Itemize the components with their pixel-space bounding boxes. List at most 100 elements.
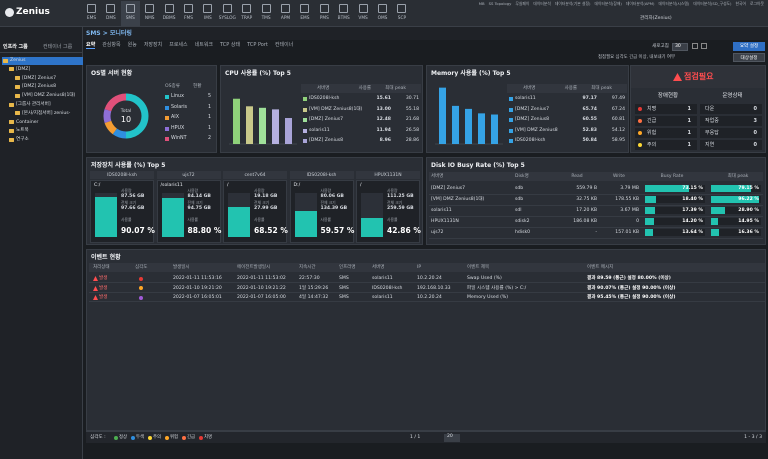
nav-item[interactable]: EMS [295, 1, 314, 26]
nav-item[interactable]: FMS [179, 1, 198, 26]
nav-item[interactable]: TMS [257, 1, 276, 26]
toolbar-button[interactable]: 요약 설정 [733, 42, 765, 51]
tree-label: [DMZ] Zenius7 [22, 75, 57, 81]
used-value: 19.18 GB [254, 194, 278, 199]
tree-item[interactable]: [DMZ] Zenius8 [14, 83, 83, 91]
folder-icon [9, 128, 14, 133]
tab[interactable]: 저장장치 [143, 42, 163, 48]
storage-server: IDS0208l-ksh [306, 172, 337, 178]
peak-value: 55.18 [405, 106, 419, 112]
storage-mount: / [227, 183, 229, 188]
nav-item[interactable]: DMS [101, 1, 120, 26]
total-label: 전체 크기 [187, 200, 203, 205]
table-header: 이벤트 메시지 [587, 265, 614, 270]
nav-item[interactable]: DBMS [160, 1, 179, 26]
top-link[interactable]: 데이터분석(SD_구성도) [693, 1, 732, 6]
status-name: 지연 [705, 142, 715, 148]
nav-item[interactable]: SCP [392, 1, 411, 26]
rate-track [711, 229, 761, 236]
top-link[interactable]: 무실페이 [515, 1, 530, 6]
row-swatch [509, 128, 513, 133]
nav-item[interactable]: PMS [315, 1, 334, 26]
event-row[interactable] [89, 274, 765, 283]
nav-item[interactable]: EMS [82, 1, 101, 26]
nav-item[interactable]: NMS [140, 1, 159, 26]
used-value: 84.14 GB [187, 194, 211, 199]
tree-item[interactable]: Container [8, 119, 83, 127]
nav-item[interactable]: OMS [373, 1, 392, 26]
nav-item[interactable]: SYSLOG [218, 1, 237, 26]
sidebar-tab[interactable]: 컨테이너 그룹 [43, 44, 73, 50]
tree-item[interactable]: [DMZ] [8, 66, 83, 74]
tab[interactable]: 네트워크 [194, 42, 214, 48]
nav-item[interactable]: TRAP [237, 1, 256, 26]
status-count: 0 [753, 142, 757, 148]
top-bar: Zenius EMS DMS SMS NMS DBMS FMS IMS SYSLOG TRAP TM… [0, 0, 768, 27]
pause-button[interactable] [701, 43, 707, 49]
tree-item[interactable]: [VM] DMZ Zenius8(1대) [14, 92, 83, 100]
sidebar-tab[interactable]: 인프라 그룹 [3, 44, 28, 50]
legend-name: 위험 [170, 435, 179, 440]
user-menu[interactable]: 관리자(Zenius) [640, 16, 672, 21]
tab[interactable]: 요약 [86, 42, 96, 49]
top-link[interactable]: 데이터분석(APM) [625, 1, 655, 6]
top-link[interactable]: 데이터분석(기본 설정) [554, 1, 591, 6]
top-link[interactable]: 로그아웃 [750, 1, 764, 6]
nav-item[interactable]: APM [276, 1, 295, 26]
status-right-title: 운영상태 [722, 93, 743, 99]
tab[interactable]: 관심항목 [102, 42, 121, 48]
tree-item[interactable]: [DMZ] Zenius7 [14, 75, 83, 83]
peak-bar [711, 185, 751, 192]
nav-item[interactable]: VMS [354, 1, 373, 26]
top-link[interactable]: 데이터분석(시스템) [658, 1, 690, 6]
event-cell: SMS [339, 276, 349, 281]
tab[interactable]: 원능 [127, 42, 137, 48]
top-link[interactable]: 데이터분석 [533, 1, 551, 6]
tab[interactable]: TCP Port [247, 42, 268, 48]
nav-icon [145, 4, 155, 13]
event-row[interactable] [89, 284, 765, 293]
storage-server: cent7v64 [244, 172, 266, 178]
play-button[interactable] [692, 43, 698, 49]
nav-item[interactable]: BTMS [334, 1, 353, 26]
nav-item[interactable]: SMS [120, 1, 140, 26]
nav-icon [164, 4, 174, 13]
top-link[interactable]: MB [478, 1, 485, 6]
status-cell [700, 104, 762, 114]
tree-item[interactable]: Zenius [2, 57, 83, 65]
tab[interactable]: TCP 상태 [220, 42, 241, 48]
tree-item[interactable]: [본사/지점서버] zenius- [14, 110, 83, 118]
storage-header-bg [156, 171, 221, 179]
top-link[interactable]: 데이터분석(장애) [594, 1, 622, 6]
os-panel: OS별 서버 현황 Total 10 OS종류 현황 Linux 5 Solaris 1 AIX 1… [86, 65, 217, 153]
table-header: 최대 peak [385, 86, 406, 91]
legend-dot [182, 436, 186, 440]
toolbar-button[interactable]: 대상설정 [733, 53, 765, 62]
top-link[interactable]: 한국어 [735, 1, 747, 6]
top-link[interactable]: SS Topology [488, 1, 512, 6]
nav-item[interactable]: IMS [198, 1, 217, 26]
tree-item[interactable]: [그룹사 관리서버] [8, 101, 83, 109]
donut-segment [125, 93, 149, 139]
alert-title: 점검필요 [684, 71, 714, 81]
event-cell: IDS0208l-ksh [372, 285, 403, 291]
rate-track [645, 207, 705, 214]
storage-mount: / [360, 183, 362, 188]
tab[interactable]: 컨테이너 [274, 42, 294, 48]
tree-item[interactable]: 노트북 [8, 127, 83, 135]
refresh-label: 새로고침 [652, 44, 669, 49]
refresh-select[interactable]: 30 [672, 42, 688, 51]
severity-dot [139, 295, 143, 300]
pager[interactable]: 1 / 1 [410, 435, 421, 440]
legend-dot [131, 436, 135, 440]
legend-dot [148, 436, 152, 440]
table-header: 처리상태 [93, 265, 110, 270]
page-size[interactable]: 20 [444, 434, 460, 442]
events-panel: 이벤트 현황 처리상태 심각도 발생일시 에이전트발생일시 지속시간 인프라명 서버명 IP 이벤… [86, 249, 766, 431]
event-row[interactable] [89, 293, 765, 302]
tab[interactable]: 프로세스 [169, 42, 188, 48]
disk-server: [DMZ] Zenius7 [431, 186, 466, 191]
server-name: [DMZ] Zenius8 [515, 117, 550, 122]
tree-item[interactable]: 연구소 [8, 136, 83, 144]
bar-chart [435, 87, 503, 145]
